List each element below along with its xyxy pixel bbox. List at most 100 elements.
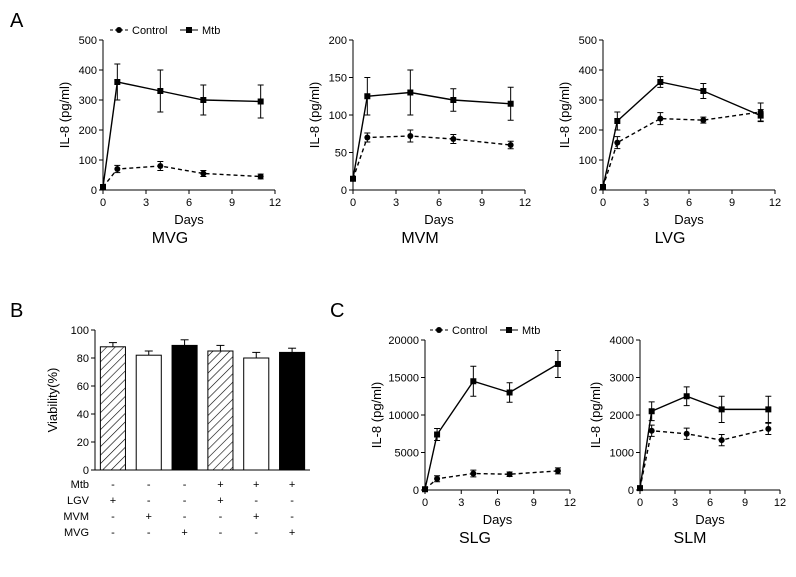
svg-text:100: 100 (71, 325, 89, 337)
svg-text:300: 300 (579, 95, 597, 107)
svg-text:3: 3 (458, 497, 464, 509)
svg-text:MVG: MVG (64, 527, 89, 539)
svg-text:3000: 3000 (610, 373, 634, 385)
svg-text:80: 80 (77, 353, 89, 365)
svg-text:40: 40 (77, 409, 89, 421)
svg-text:Mtb: Mtb (522, 325, 540, 337)
svg-text:5000: 5000 (395, 448, 419, 460)
svg-text:0: 0 (637, 497, 643, 509)
svg-text:12: 12 (519, 197, 531, 209)
svg-text:-: - (219, 527, 223, 539)
svg-text:-: - (111, 511, 115, 523)
chart-viability-wrap: 0 20 40 60 80 100 Viability(%) Mtb - - - + + + LGV + - - +… (40, 320, 320, 570)
svg-text:IL-8 (pg/ml): IL-8 (pg/ml) (590, 382, 603, 448)
svg-text:3: 3 (643, 197, 649, 209)
figure-root: { "colors": { "line": "#000000", "backgr… (0, 0, 796, 577)
svg-text:6: 6 (436, 197, 442, 209)
svg-text:Control: Control (132, 25, 167, 37)
svg-text:0: 0 (341, 185, 347, 197)
svg-text:+: + (181, 527, 187, 539)
svg-text:12: 12 (564, 497, 576, 509)
svg-text:0: 0 (91, 185, 97, 197)
svg-text:Mtb: Mtb (71, 479, 89, 491)
svg-text:100: 100 (329, 110, 347, 122)
chart-lvg-title: LVG (555, 230, 785, 248)
chart-slm-title: SLM (590, 530, 790, 548)
chart-slg: 05000100001500020000036912DaysIL-8 (pg/m… (370, 320, 580, 530)
svg-text:0: 0 (83, 465, 89, 477)
svg-text:15000: 15000 (388, 373, 419, 385)
svg-text:500: 500 (579, 35, 597, 47)
svg-text:3: 3 (143, 197, 149, 209)
svg-text:0: 0 (591, 185, 597, 197)
svg-text:9: 9 (729, 197, 735, 209)
svg-text:3: 3 (393, 197, 399, 209)
svg-text:400: 400 (79, 65, 97, 77)
svg-text:MVM: MVM (63, 511, 89, 523)
svg-text:200: 200 (79, 125, 97, 137)
chart-slm: 01000200030004000036912DaysIL-8 (pg/ml) (590, 320, 790, 530)
svg-text:0: 0 (100, 197, 106, 209)
svg-text:-: - (183, 495, 187, 507)
svg-text:-: - (219, 511, 223, 523)
svg-text:-: - (147, 479, 151, 491)
svg-text:0: 0 (413, 485, 419, 497)
svg-text:Control: Control (452, 325, 487, 337)
panel-letter-c: C (330, 300, 344, 323)
svg-text:-: - (147, 495, 151, 507)
svg-text:500: 500 (79, 35, 97, 47)
svg-text:-: - (254, 527, 258, 539)
svg-text:Days: Days (174, 212, 204, 227)
svg-text:20: 20 (77, 437, 89, 449)
svg-text:0: 0 (600, 197, 606, 209)
chart-slg-title: SLG (370, 530, 580, 548)
svg-text:200: 200 (579, 125, 597, 137)
svg-text:300: 300 (79, 95, 97, 107)
chart-lvg-wrap: 0100200300400500036912DaysIL-8 (pg/ml) L… (555, 20, 785, 250)
svg-text:12: 12 (769, 197, 781, 209)
svg-text:-: - (111, 479, 115, 491)
svg-text:100: 100 (79, 155, 97, 167)
panel-letter-b: B (10, 300, 23, 323)
svg-text:IL-8 (pg/ml): IL-8 (pg/ml) (557, 82, 572, 148)
svg-text:-: - (183, 511, 187, 523)
svg-text:100: 100 (579, 155, 597, 167)
svg-text:-: - (147, 527, 151, 539)
svg-text:1000: 1000 (610, 448, 634, 460)
svg-text:0: 0 (350, 197, 356, 209)
svg-text:6: 6 (707, 497, 713, 509)
svg-text:+: + (110, 495, 116, 507)
chart-lvg: 0100200300400500036912DaysIL-8 (pg/ml) (555, 20, 785, 230)
svg-text:-: - (290, 511, 294, 523)
chart-mvg-wrap: 0100200300400500036912DaysIL-8 (pg/ml)Co… (55, 20, 285, 250)
chart-mvm-title: MVM (305, 230, 535, 248)
svg-text:12: 12 (774, 497, 786, 509)
svg-text:200: 200 (329, 35, 347, 47)
svg-text:-: - (254, 495, 258, 507)
chart-mvm-wrap: 050100150200036912DaysIL-8 (pg/ml) MVM (305, 20, 535, 250)
svg-text:400: 400 (579, 65, 597, 77)
svg-text:+: + (289, 527, 295, 539)
svg-text:60: 60 (77, 381, 89, 393)
svg-text:-: - (111, 527, 115, 539)
svg-text:10000: 10000 (388, 410, 419, 422)
svg-text:-: - (183, 479, 187, 491)
svg-text:50: 50 (335, 148, 347, 160)
chart-slg-wrap: 05000100001500020000036912DaysIL-8 (pg/m… (370, 320, 580, 550)
svg-text:-: - (290, 495, 294, 507)
svg-text:+: + (217, 495, 223, 507)
svg-text:20000: 20000 (388, 335, 419, 347)
svg-text:150: 150 (329, 73, 347, 85)
svg-text:Viability(%): Viability(%) (45, 368, 60, 433)
svg-text:IL-8 (pg/ml): IL-8 (pg/ml) (370, 382, 384, 448)
svg-text:Days: Days (695, 512, 725, 527)
svg-text:+: + (146, 511, 152, 523)
svg-text:Mtb: Mtb (202, 25, 220, 37)
svg-text:4000: 4000 (610, 335, 634, 347)
svg-text:+: + (253, 479, 259, 491)
svg-text:0: 0 (628, 485, 634, 497)
chart-mvm: 050100150200036912DaysIL-8 (pg/ml) (305, 20, 535, 230)
svg-text:LGV: LGV (67, 495, 90, 507)
chart-viability: 0 20 40 60 80 100 Viability(%) Mtb - - - + + + LGV + - - +… (40, 320, 320, 570)
svg-text:9: 9 (229, 197, 235, 209)
